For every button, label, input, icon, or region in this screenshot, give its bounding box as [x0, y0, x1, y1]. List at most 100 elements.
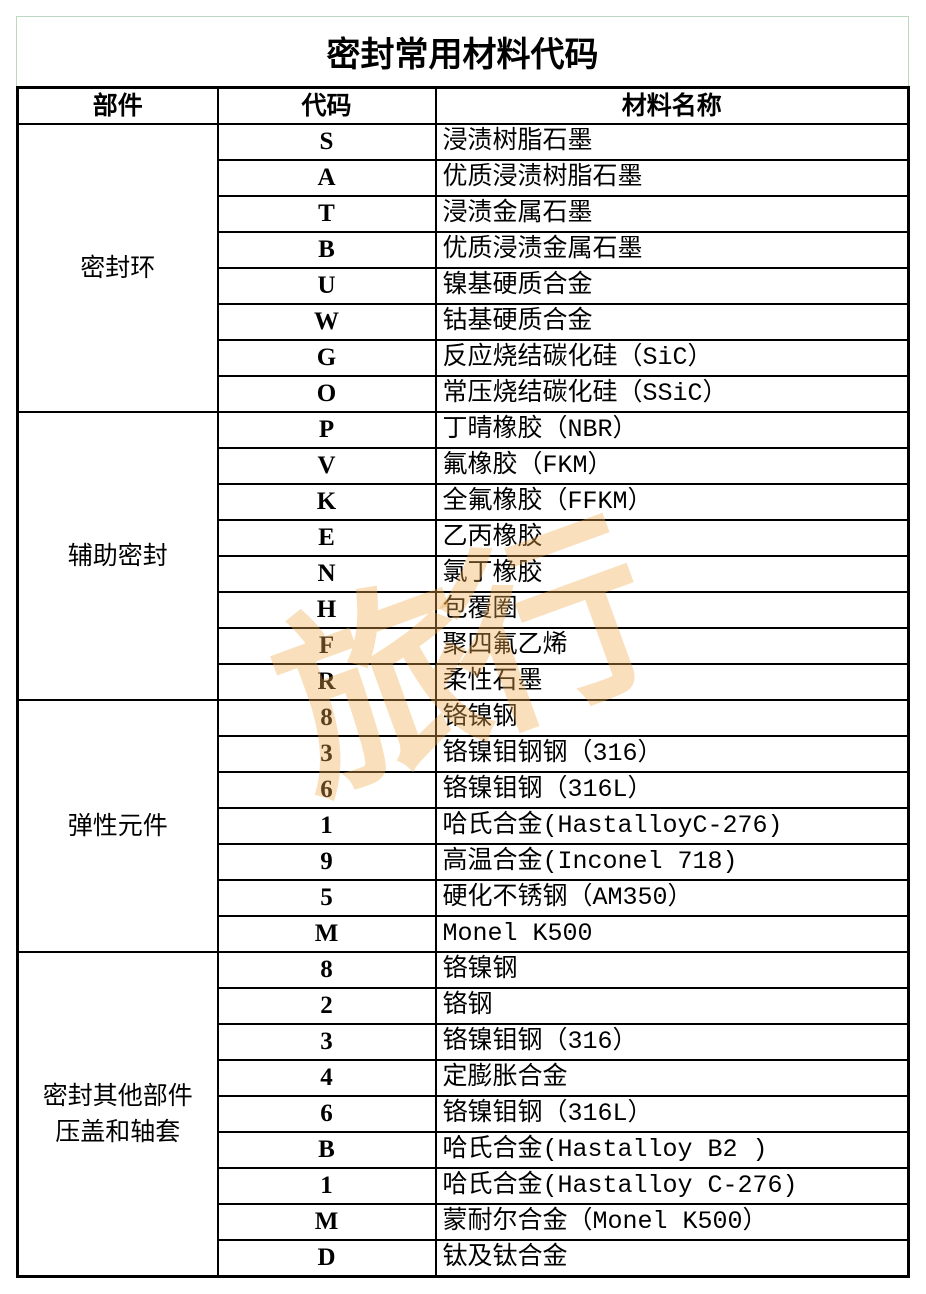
- table-row: 5 硬化不锈钢（AM350）: [18, 879, 910, 917]
- code-cell: P: [216, 411, 437, 449]
- code-cell: 3: [216, 735, 437, 773]
- material-name-cell: 氯丁橡胶: [434, 555, 910, 593]
- part-cell: 密封其他部件 压盖和轴套: [16, 951, 219, 1278]
- page-title: 密封常用材料代码: [16, 16, 909, 86]
- table-row: O 常压烧结碳化硅（SSiC）: [18, 375, 910, 413]
- code-cell: 8: [216, 951, 437, 989]
- material-name-cell: 包覆圈: [434, 591, 910, 629]
- table-row: H 包覆圈: [18, 591, 910, 629]
- material-name-cell: 哈氏合金(Hastalloy B2 ): [434, 1131, 910, 1169]
- table-row: B 哈氏合金(Hastalloy B2 ): [18, 1131, 910, 1169]
- table-row: 弹性元件 8 铬镍钢: [16, 699, 910, 953]
- code-cell: D: [216, 1239, 437, 1278]
- code-cell: R: [216, 663, 437, 701]
- material-name-cell: 全氟橡胶（FFKM）: [434, 483, 910, 521]
- material-name-cell: 哈氏合金(Hastalloy C-276): [434, 1167, 910, 1205]
- table-row: K 全氟橡胶（FFKM）: [18, 483, 910, 521]
- table-row: N 氯丁橡胶: [18, 555, 910, 593]
- table-row: 3 铬镍钼钢（316）: [18, 1023, 910, 1061]
- table-header-row: 部件 代码 材料名称: [16, 86, 910, 125]
- code-cell: 6: [216, 771, 437, 809]
- table-row: 6 铬镍钼钢（316L）: [18, 1095, 910, 1133]
- code-cell: T: [216, 195, 437, 233]
- materials-table: 部件 代码 材料名称 密封环 S 浸渍树脂石墨 A 优质浸渍树脂石墨 T 浸渍金属石墨 B 优质…: [16, 86, 910, 1278]
- material-name-cell: 铬镍钼钢（316L）: [434, 771, 910, 809]
- table-row: U 镍基硬质合金: [18, 267, 910, 305]
- material-name-cell: 浸渍树脂石墨: [434, 123, 910, 161]
- table-row: M 蒙耐尔合金（Monel K500）: [18, 1203, 910, 1241]
- material-name-cell: 丁晴橡胶（NBR）: [434, 411, 910, 449]
- material-name-cell: 铬镍钢: [434, 951, 910, 989]
- code-cell: 6: [216, 1095, 437, 1133]
- material-name-cell: 铬镍钼钢钢（316）: [434, 735, 910, 773]
- material-name-cell: 钴基硬质合金: [434, 303, 910, 341]
- material-name-cell: 蒙耐尔合金（Monel K500）: [434, 1203, 910, 1241]
- table-row: T 浸渍金属石墨: [18, 195, 910, 233]
- material-name-cell: Monel K500: [434, 915, 910, 953]
- material-name-cell: 哈氏合金(HastalloyC-276): [434, 807, 910, 845]
- header-part: 部件: [16, 86, 219, 125]
- material-name-cell: 浸渍金属石墨: [434, 195, 910, 233]
- code-cell: B: [216, 231, 437, 269]
- table-row: V 氟橡胶（FKM）: [18, 447, 910, 485]
- table-row: 2 铬钢: [18, 987, 910, 1025]
- code-cell: A: [216, 159, 437, 197]
- code-cell: V: [216, 447, 437, 485]
- code-cell: 3: [216, 1023, 437, 1061]
- table-row: R 柔性石墨: [18, 663, 910, 701]
- code-cell: N: [216, 555, 437, 593]
- material-name-cell: 铬镍钢: [434, 699, 910, 737]
- part-cell: 弹性元件: [16, 699, 219, 953]
- code-cell: 2: [216, 987, 437, 1025]
- material-name-cell: 乙丙橡胶: [434, 519, 910, 557]
- table-row: 密封环 S 浸渍树脂石墨: [16, 123, 910, 413]
- material-name-cell: 铬镍钼钢（316）: [434, 1023, 910, 1061]
- code-cell: H: [216, 591, 437, 629]
- code-cell: M: [216, 915, 437, 953]
- table-row: 6 铬镍钼钢（316L）: [18, 771, 910, 809]
- code-cell: 8: [216, 699, 437, 737]
- table-row: W 钴基硬质合金: [18, 303, 910, 341]
- code-cell: U: [216, 267, 437, 305]
- table-row: 辅助密封 P 丁晴橡胶（NBR）: [16, 411, 910, 701]
- material-name-cell: 柔性石墨: [434, 663, 910, 701]
- table-row: D 钛及钛合金: [18, 1239, 910, 1278]
- code-cell: W: [216, 303, 437, 341]
- part-cell: 辅助密封: [16, 411, 219, 701]
- table-row: E 乙丙橡胶: [18, 519, 910, 557]
- code-cell: 5: [216, 879, 437, 917]
- material-name-cell: 铬钢: [434, 987, 910, 1025]
- table-row: 4 定膨胀合金: [18, 1059, 910, 1097]
- material-name-cell: 氟橡胶（FKM）: [434, 447, 910, 485]
- material-name-cell: 镍基硬质合金: [434, 267, 910, 305]
- material-name-cell: 钛及钛合金: [434, 1239, 910, 1278]
- code-cell: 1: [216, 807, 437, 845]
- code-cell: M: [216, 1203, 437, 1241]
- code-cell: 1: [216, 1167, 437, 1205]
- table-row: 密封其他部件 压盖和轴套 8 铬镍钢: [16, 951, 910, 1278]
- material-name-cell: 铬镍钼钢（316L）: [434, 1095, 910, 1133]
- code-cell: S: [216, 123, 437, 161]
- header-code: 代码: [216, 86, 437, 125]
- table-row: 9 高温合金(Inconel 718): [18, 843, 910, 881]
- material-name-cell: 聚四氟乙烯: [434, 627, 910, 665]
- table-row: G 反应烧结碳化硅（SiC）: [18, 339, 910, 377]
- material-name-cell: 优质浸渍树脂石墨: [434, 159, 910, 197]
- table-row: 3 铬镍钼钢钢（316）: [18, 735, 910, 773]
- material-name-cell: 硬化不锈钢（AM350）: [434, 879, 910, 917]
- table-row: F 聚四氟乙烯: [18, 627, 910, 665]
- material-name-cell: 常压烧结碳化硅（SSiC）: [434, 375, 910, 413]
- code-cell: O: [216, 375, 437, 413]
- material-name-cell: 反应烧结碳化硅（SiC）: [434, 339, 910, 377]
- code-cell: G: [216, 339, 437, 377]
- table-row: M Monel K500: [18, 915, 910, 953]
- material-name-cell: 定膨胀合金: [434, 1059, 910, 1097]
- code-cell: E: [216, 519, 437, 557]
- code-cell: F: [216, 627, 437, 665]
- header-name: 材料名称: [434, 86, 910, 125]
- table-row: A 优质浸渍树脂石墨: [18, 159, 910, 197]
- material-name-cell: 高温合金(Inconel 718): [434, 843, 910, 881]
- material-name-cell: 优质浸渍金属石墨: [434, 231, 910, 269]
- code-cell: 4: [216, 1059, 437, 1097]
- code-cell: B: [216, 1131, 437, 1169]
